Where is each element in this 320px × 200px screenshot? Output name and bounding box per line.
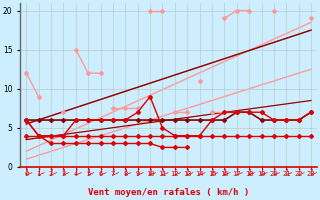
X-axis label: Vent moyen/en rafales ( km/h ): Vent moyen/en rafales ( km/h ): [88, 188, 249, 197]
